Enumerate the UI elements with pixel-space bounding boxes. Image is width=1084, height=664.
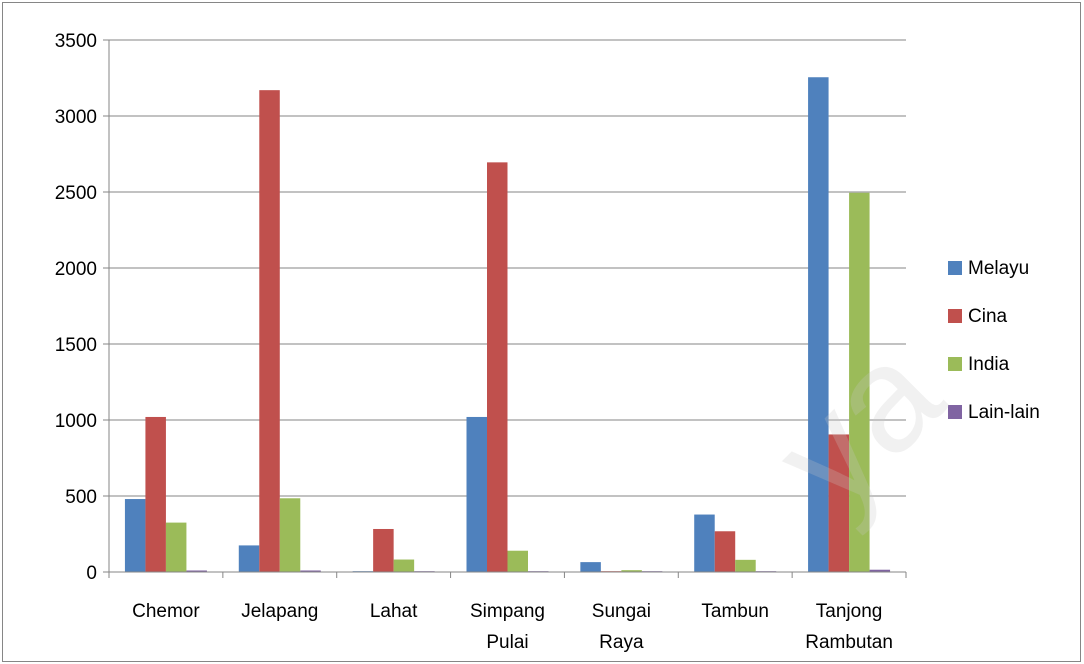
axes	[103, 39, 907, 578]
legend-swatch	[948, 405, 962, 419]
legend-swatch	[948, 309, 962, 323]
bar-cina	[487, 162, 508, 573]
legend-label: Melayu	[968, 258, 1029, 279]
bar-cina	[259, 90, 280, 572]
x-tick-label: Chemor	[132, 601, 200, 622]
bar-india	[279, 498, 301, 572]
bar-cina	[828, 434, 850, 572]
x-tick-label: Sungai	[592, 601, 651, 622]
x-tick-label: Tanjong	[816, 601, 883, 622]
x-tick-label: Jelapang	[241, 601, 318, 622]
bar-india	[507, 550, 528, 572]
bar-melayu	[124, 499, 146, 572]
bar-lain-lain	[186, 570, 207, 572]
y-tick-label: 0	[86, 563, 97, 584]
bar-india	[849, 192, 870, 572]
y-tick-label: 2500	[55, 183, 97, 204]
y-tick-label: 500	[65, 487, 97, 508]
bar-india	[165, 522, 187, 572]
x-tick-label: Tambun	[701, 601, 769, 622]
bar-india	[393, 559, 415, 572]
x-tick-label: Lahat	[370, 601, 418, 622]
bar-india	[735, 559, 756, 572]
bar-chart: 0 500 1000 1500 2000 2500 3000 3500 Chemor Jelap…	[55, 31, 1040, 653]
legend-label: Lain-lain	[968, 402, 1040, 423]
x-tick-label: Raya	[599, 632, 644, 653]
x-tick-label: Simpang	[470, 601, 545, 622]
bars	[124, 77, 891, 573]
x-tick-label: Rambutan	[805, 632, 893, 653]
legend: Melayu Cina India Lain-lain	[948, 258, 1040, 423]
bar-melayu	[580, 562, 601, 572]
x-tick-label: Pulai	[486, 632, 528, 653]
y-tick-label: 2000	[55, 259, 97, 280]
legend-label: India	[968, 354, 1010, 375]
bar-melayu	[466, 416, 487, 572]
y-tick-label: 1000	[55, 411, 97, 432]
bar-india	[621, 570, 642, 572]
legend-swatch	[948, 357, 962, 371]
bar-cina	[145, 416, 166, 572]
bar-cina	[373, 528, 394, 572]
bar-cina	[714, 531, 736, 572]
bar-melayu	[808, 77, 829, 573]
bar-lain-lain	[869, 569, 891, 572]
legend-swatch	[948, 261, 962, 275]
bar-lain-lain	[300, 570, 321, 572]
x-tick-labels: Chemor Jelapang Lahat Simpang Pulai Sungai Ray…	[132, 601, 893, 653]
y-tick-labels: 0 500 1000 1500 2000 2500 3000 3500	[55, 31, 97, 584]
bar-melayu	[238, 545, 260, 572]
bar-melayu	[694, 514, 715, 572]
y-tick-label: 3500	[55, 31, 97, 52]
y-tick-label: 1500	[55, 335, 97, 356]
y-tick-label: 3000	[55, 107, 97, 128]
legend-label: Cina	[968, 306, 1008, 327]
